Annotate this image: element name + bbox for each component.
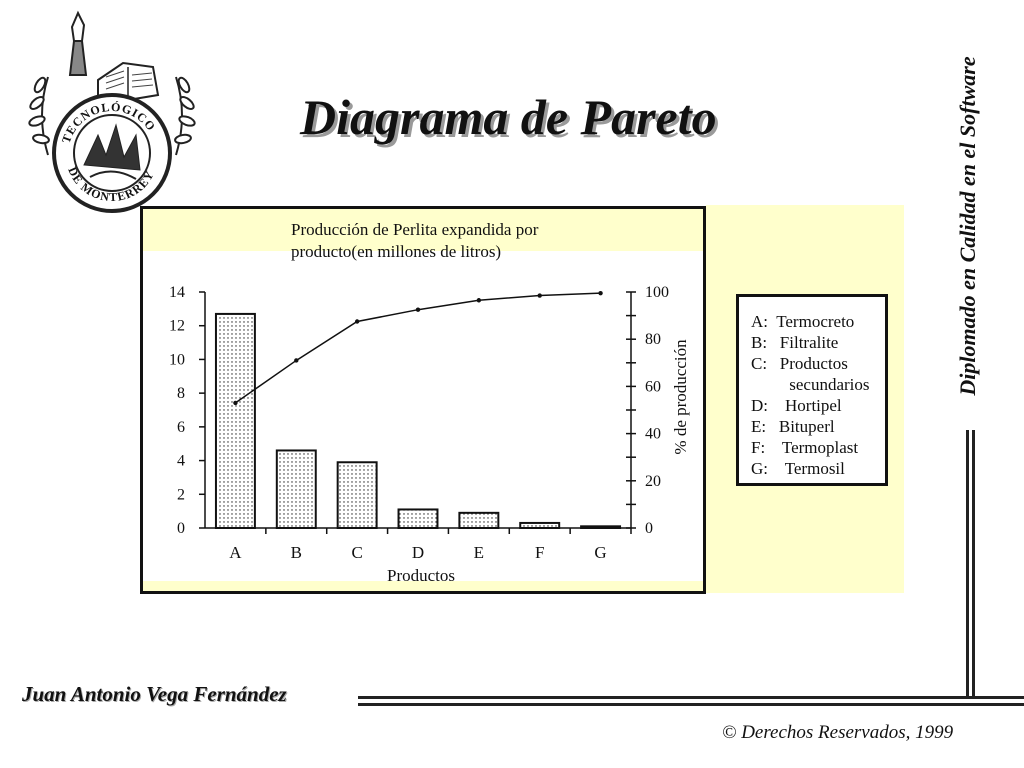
chart-title-line-2: producto(en millones de litros) — [291, 242, 501, 261]
bar-f — [519, 521, 561, 530]
y2-tick-label: 0 — [645, 520, 653, 537]
side-caption-container: Diplomado en Calidad en el Software — [950, 22, 986, 430]
pareto-chart-svg: Producción de Perlita expandida por prod… — [143, 209, 703, 591]
y-tick-label: 12 — [169, 318, 185, 335]
chart-bottom-band — [143, 581, 703, 591]
y-tick-label: 0 — [177, 520, 185, 537]
y-tick-label: 6 — [177, 419, 185, 436]
legend-item-g: G: Termosil — [751, 459, 845, 478]
plot-area: 0 2 4 6 8 10 12 14 0 20 40 60 80 100 A B C D E F G — [169, 284, 669, 562]
cumulative-point-a — [233, 400, 238, 406]
legend-item-c: C: Productos — [751, 354, 848, 373]
tec-monterrey-logo: TECNOLÓGICO DE MONTERREY — [28, 10, 196, 213]
chart-title-line-1: Producción de Perlita expandida por — [291, 220, 539, 239]
bar-b — [275, 449, 317, 529]
bar-d — [397, 508, 439, 530]
y2-tick-label: 40 — [645, 426, 661, 443]
y2-tick-label: 100 — [645, 284, 669, 301]
cumulative-point-f — [537, 293, 542, 298]
bar-c — [336, 461, 378, 529]
cumulative-point-e — [476, 298, 482, 303]
x-tick-label: D — [412, 543, 424, 562]
author-name: Juan Antonio Vega Fernández — [22, 682, 287, 706]
cumulative-point-d — [415, 307, 421, 312]
legend-item-a: A: Termocreto — [751, 312, 855, 331]
legend-item-f: F: Termoplast — [751, 438, 859, 457]
y-tick-label: 2 — [177, 486, 185, 503]
pareto-chart: Producción de Perlita expandida por prod… — [140, 206, 706, 594]
slide-title: Diagrama de Pareto — [300, 89, 717, 145]
y2-tick-label: 60 — [645, 378, 661, 395]
y2-tick-label: 20 — [645, 473, 661, 490]
legend-item-b: B: Filtralite — [751, 333, 839, 352]
x-tick-label: B — [291, 543, 302, 562]
copyright-symbol: © — [722, 722, 737, 743]
x-tick-label: G — [594, 543, 606, 562]
copyright-text: Derechos Reservados, 1999 — [741, 722, 954, 743]
x-tick-label: F — [535, 543, 544, 562]
legend-item-c-cont: secundarios — [751, 375, 870, 394]
x-tick-label: C — [351, 543, 362, 562]
cumulative-point-c — [354, 319, 360, 324]
bar-a — [214, 312, 256, 529]
vertical-divider-line-2 — [972, 430, 975, 698]
cumulative-point-g — [598, 290, 603, 296]
horizontal-divider-line-2 — [358, 703, 1024, 706]
y-tick-label: 14 — [169, 284, 185, 301]
chart-title-band — [143, 209, 703, 251]
copyright-line: © Derechos Reservados, 1999 — [722, 722, 953, 744]
y-tick-label: 8 — [177, 385, 185, 402]
cumulative-point-b — [294, 358, 299, 363]
bar-g — [580, 525, 622, 530]
x-tick-label: A — [229, 543, 242, 562]
legend-item-e: E: Bituperl — [751, 417, 835, 436]
side-caption: Diplomado en Calidad en el Software — [955, 56, 980, 396]
y-tick-label: 10 — [169, 351, 185, 368]
x-tick-label: E — [474, 543, 484, 562]
bar-e — [458, 511, 500, 530]
x-axis-label: Productos — [387, 566, 455, 585]
y2-axis-label: % de producción — [671, 339, 690, 455]
horizontal-divider-line-1 — [358, 696, 1024, 699]
vertical-divider-line-1 — [966, 430, 969, 698]
legend-box: A: Termocreto B: Filtralite C: Productos… — [736, 294, 888, 486]
y-tick-label: 4 — [177, 453, 185, 470]
legend-item-d: D: Hortipel — [751, 396, 842, 415]
y2-tick-label: 80 — [645, 331, 661, 348]
